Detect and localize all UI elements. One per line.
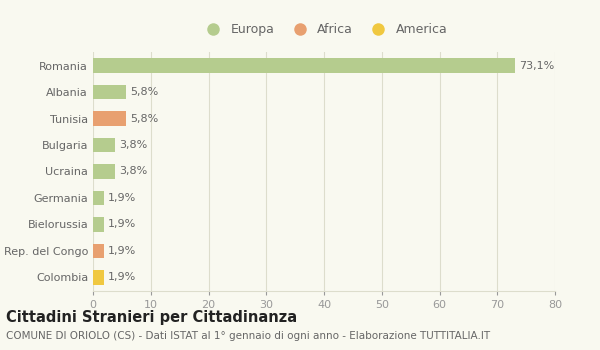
Text: 3,8%: 3,8% xyxy=(119,140,147,150)
Text: Cittadini Stranieri per Cittadinanza: Cittadini Stranieri per Cittadinanza xyxy=(6,310,297,325)
Bar xyxy=(93,138,115,152)
Legend: Europa, Africa, America: Europa, Africa, America xyxy=(196,18,452,41)
Text: 1,9%: 1,9% xyxy=(108,193,136,203)
Bar xyxy=(93,58,515,73)
Bar xyxy=(93,244,104,258)
Text: 73,1%: 73,1% xyxy=(519,61,554,71)
Text: 5,8%: 5,8% xyxy=(131,87,159,97)
Text: COMUNE DI ORIOLO (CS) - Dati ISTAT al 1° gennaio di ogni anno - Elaborazione TUT: COMUNE DI ORIOLO (CS) - Dati ISTAT al 1°… xyxy=(6,331,490,341)
Bar xyxy=(93,191,104,205)
Bar xyxy=(93,85,127,99)
Bar xyxy=(93,164,115,179)
Bar xyxy=(93,217,104,232)
Text: 1,9%: 1,9% xyxy=(108,219,136,229)
Text: 5,8%: 5,8% xyxy=(131,114,159,124)
Bar xyxy=(93,111,127,126)
Bar xyxy=(93,270,104,285)
Text: 3,8%: 3,8% xyxy=(119,167,147,176)
Text: 1,9%: 1,9% xyxy=(108,246,136,256)
Text: 1,9%: 1,9% xyxy=(108,272,136,282)
